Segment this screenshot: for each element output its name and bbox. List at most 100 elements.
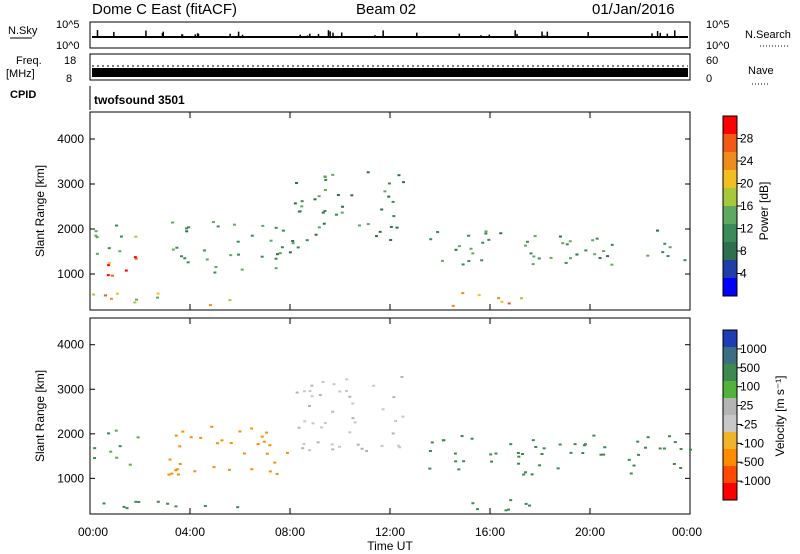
range-gate-cell: [467, 260, 471, 263]
range-gate-cell: [646, 254, 650, 257]
range-gate-cell: [274, 267, 278, 270]
range-gate-cell: [348, 395, 352, 398]
range-gate-cell: [497, 297, 501, 300]
colorbar-tick-label: 4: [740, 267, 747, 281]
range-gate-cell: [598, 257, 602, 260]
range-gate-cell: [208, 304, 212, 307]
range-gate-cell: [322, 222, 326, 225]
colorbar-swatch: [723, 260, 737, 278]
range-gate-cell: [310, 395, 314, 398]
nave-label: Nave: [748, 65, 774, 77]
colorbar-tick-label: 16: [740, 199, 754, 213]
range-gate-cell: [122, 505, 126, 508]
range-gate-cell: [679, 448, 683, 451]
range-gate-cell: [210, 425, 214, 428]
range-gate-cell: [389, 225, 393, 228]
range-gate-cell: [666, 255, 670, 258]
range-gate-cell: [119, 235, 123, 238]
range-gate-cell: [663, 242, 667, 245]
range-gate-cell: [365, 449, 369, 452]
range-gate-cell: [561, 242, 565, 245]
range-gate-cell: [520, 297, 524, 300]
y-tick-label: 1000: [57, 267, 84, 281]
range-gate-cell: [595, 237, 599, 240]
range-gate-cell: [185, 227, 189, 230]
range-gate-cell: [381, 408, 385, 411]
range-gate-cell: [524, 471, 528, 474]
y-tick-label: 2000: [57, 427, 84, 441]
x-tick-label: 16:00: [475, 525, 505, 539]
range-gate-cell: [467, 234, 471, 237]
range-gate-cell: [436, 231, 440, 234]
range-gate-cell: [398, 446, 402, 449]
range-gate-cell: [238, 430, 242, 433]
range-gate-cell: [440, 259, 444, 262]
range-gate-cell: [323, 176, 327, 179]
range-gate-cell: [202, 249, 206, 252]
range-gate-cell: [387, 195, 391, 198]
range-gate-cell: [171, 248, 175, 251]
range-gate-cell: [92, 293, 96, 296]
range-gate-cell: [175, 246, 179, 249]
colorbar-tick-label: 20: [740, 177, 754, 191]
range-gate-cell: [646, 436, 650, 439]
range-gate-cell: [301, 447, 305, 450]
range-gate-cell: [205, 258, 209, 261]
range-gate-cell: [215, 442, 219, 445]
range-gate-cell: [324, 178, 328, 181]
range-gate-cell: [323, 210, 327, 213]
range-gate-cell: [334, 213, 338, 216]
range-gate-cell: [262, 440, 266, 443]
range-gate-cell: [394, 419, 398, 422]
range-gate-cell: [178, 462, 182, 465]
x-tick-label: 20:00: [575, 525, 605, 539]
colorbar-swatch: [723, 206, 737, 224]
range-gate-cell: [265, 452, 269, 455]
y-tick-label: 4000: [57, 338, 84, 352]
nave-tick-top: 60: [706, 55, 718, 67]
range-gate-cell: [240, 268, 244, 271]
range-gate-cell: [637, 453, 641, 456]
range-gate-cell: [477, 294, 481, 297]
range-gate-cell: [286, 451, 290, 454]
range-gate-cell: [516, 451, 520, 454]
range-gate-cell: [401, 415, 405, 418]
range-gate-cell: [402, 181, 406, 184]
range-gate-cell: [265, 431, 269, 434]
colorbar-swatch: [723, 449, 737, 466]
range-gate-cell: [602, 453, 606, 456]
range-gate-cell: [107, 264, 111, 267]
y-tick-label: 1000: [57, 471, 84, 485]
range-gate-cell: [380, 208, 384, 211]
range-gate-cell: [174, 505, 178, 508]
range-gate-cell: [592, 434, 596, 437]
range-gate-cell: [93, 457, 97, 460]
range-gate-cell: [94, 234, 98, 237]
nsky-label: N.Sky: [8, 25, 38, 37]
colorbar-swatch: [723, 330, 737, 347]
range-gate-cell: [331, 173, 335, 176]
range-gate-cell: [134, 257, 138, 260]
range-gate-cell: [167, 473, 171, 476]
range-gate-cell: [296, 246, 300, 249]
range-gate-cell: [345, 378, 349, 381]
range-gate-cell: [268, 444, 272, 447]
range-gate-cell: [591, 239, 595, 242]
range-gate-cell: [658, 447, 662, 450]
range-gate-cell: [475, 508, 479, 511]
range-gate-cell: [469, 247, 473, 250]
range-gate-cell: [323, 189, 327, 192]
range-gate-cell: [336, 193, 340, 196]
range-gate-cell: [293, 202, 297, 205]
range-gate-cell: [672, 462, 676, 465]
range-gate-cell: [683, 259, 687, 262]
range-gate-cell: [228, 299, 232, 302]
colorbar-swatch: [723, 152, 737, 170]
range-gate-cell: [392, 396, 396, 399]
nsky-strip: [89, 21, 691, 49]
x-tick-label: 08:00: [275, 525, 305, 539]
colorbar-tick-label: -25: [740, 417, 758, 431]
range-gate-cell: [331, 448, 335, 451]
range-gate-cell: [94, 230, 98, 233]
